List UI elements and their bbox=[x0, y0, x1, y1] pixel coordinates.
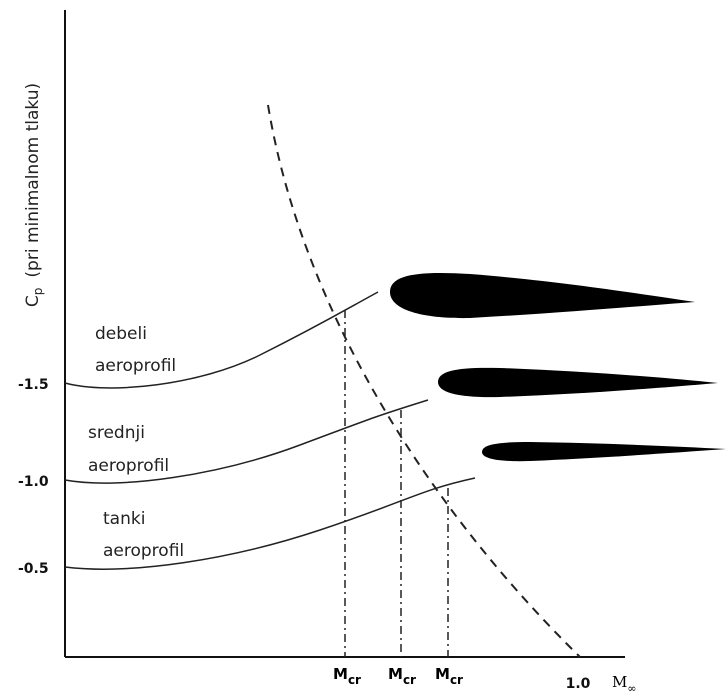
curve-label: aeroprofil bbox=[95, 356, 176, 376]
text: (pri minimalnom tlaku) bbox=[23, 83, 43, 278]
curve-label: aeroprofil bbox=[103, 541, 184, 561]
x-axis-label: M∞ bbox=[612, 673, 637, 695]
symbol: M bbox=[435, 665, 450, 683]
symbol: M bbox=[333, 665, 348, 683]
mcr-label: Mcr bbox=[435, 665, 463, 687]
symbol: M bbox=[612, 673, 627, 691]
curve-label: debeli bbox=[95, 324, 147, 344]
curve-label: aeroprofil bbox=[88, 456, 169, 476]
curve-label: srednji bbox=[88, 423, 145, 443]
subscript: ∞ bbox=[627, 682, 636, 695]
curve bbox=[64, 399, 429, 484]
airfoil bbox=[390, 272, 695, 319]
y-tick: -1.0 bbox=[18, 474, 49, 490]
y-axis-label: Cp (pri minimalnom tlaku) bbox=[23, 83, 45, 307]
subscript: p bbox=[31, 288, 45, 296]
mcr-label: Mcr bbox=[388, 665, 416, 687]
subscript: cr bbox=[403, 673, 416, 687]
critical-line bbox=[267, 104, 581, 658]
symbol: M bbox=[388, 665, 403, 683]
y-tick: -1.5 bbox=[18, 377, 49, 393]
y-tick: -0.5 bbox=[18, 561, 49, 577]
airfoil bbox=[482, 442, 726, 462]
airfoil bbox=[438, 367, 718, 398]
subscript: cr bbox=[450, 673, 463, 687]
curve-label: tanki bbox=[103, 509, 145, 529]
curve bbox=[64, 477, 476, 570]
x-tick: 1.0 bbox=[566, 676, 591, 692]
subscript: cr bbox=[348, 673, 361, 687]
mcr-label: Mcr bbox=[333, 665, 361, 687]
symbol: C bbox=[23, 295, 43, 307]
